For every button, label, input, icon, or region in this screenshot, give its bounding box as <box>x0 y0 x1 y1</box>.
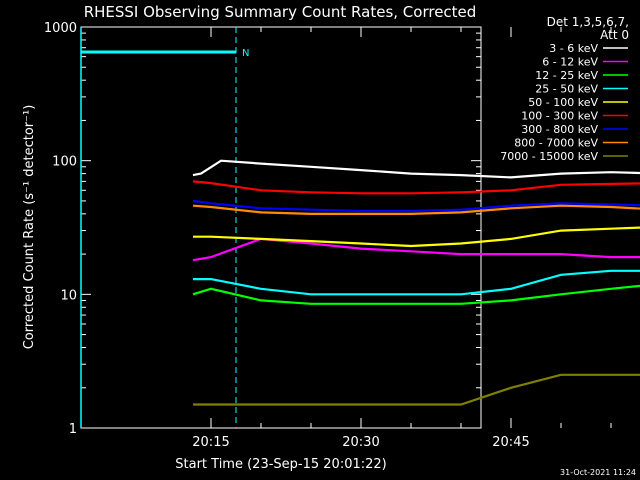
y-tick-label: 1 <box>69 422 77 437</box>
legend-header-line2: Att 0 <box>600 28 629 42</box>
legend-label: 100 - 300 keV <box>521 110 598 123</box>
legend-label: 3 - 6 keV <box>549 42 598 55</box>
series-line <box>193 226 640 248</box>
chart-title: RHESSI Observing Summary Count Rates, Co… <box>84 3 477 21</box>
series-line <box>193 373 640 406</box>
series-line <box>192 199 640 213</box>
legend-label: 800 - 7000 keV <box>514 137 598 150</box>
legend-label: 6 - 12 keV <box>542 56 598 69</box>
series-line <box>192 284 640 305</box>
y-axis-label: Corrected Count Rate (s⁻¹ detector⁻¹) <box>22 105 37 350</box>
series-line <box>192 237 640 262</box>
legend-label: 12 - 25 keV <box>535 69 598 82</box>
plot-area: 110100100020:1520:3020:4521:0021:1521:30… <box>44 21 640 450</box>
legend-label: 25 - 50 keV <box>535 83 598 96</box>
x-tick-label: 20:30 <box>342 435 379 450</box>
y-tick-label: 1000 <box>44 21 77 36</box>
state-label: N <box>242 48 249 59</box>
x-tick-label: 20:15 <box>192 435 229 450</box>
footer-timestamp: 31-Oct-2021 11:24 <box>560 468 636 477</box>
legend-label: 50 - 100 keV <box>528 96 598 109</box>
legend-label: 7000 - 15000 keV <box>500 150 598 163</box>
legend-header-line1: Det 1,3,5,6,7, <box>547 15 629 29</box>
y-tick-label: 100 <box>52 155 77 170</box>
x-tick-label: 20:45 <box>492 435 529 450</box>
series-line <box>192 180 640 195</box>
series-line <box>192 159 640 179</box>
series-line <box>193 269 640 296</box>
x-axis-label: Start Time (23-Sep-15 20:01:22) <box>175 457 386 472</box>
series-line <box>192 204 640 215</box>
legend-label: 300 - 800 keV <box>521 123 598 136</box>
plot-border <box>80 26 482 429</box>
y-tick-label: 10 <box>60 288 77 303</box>
